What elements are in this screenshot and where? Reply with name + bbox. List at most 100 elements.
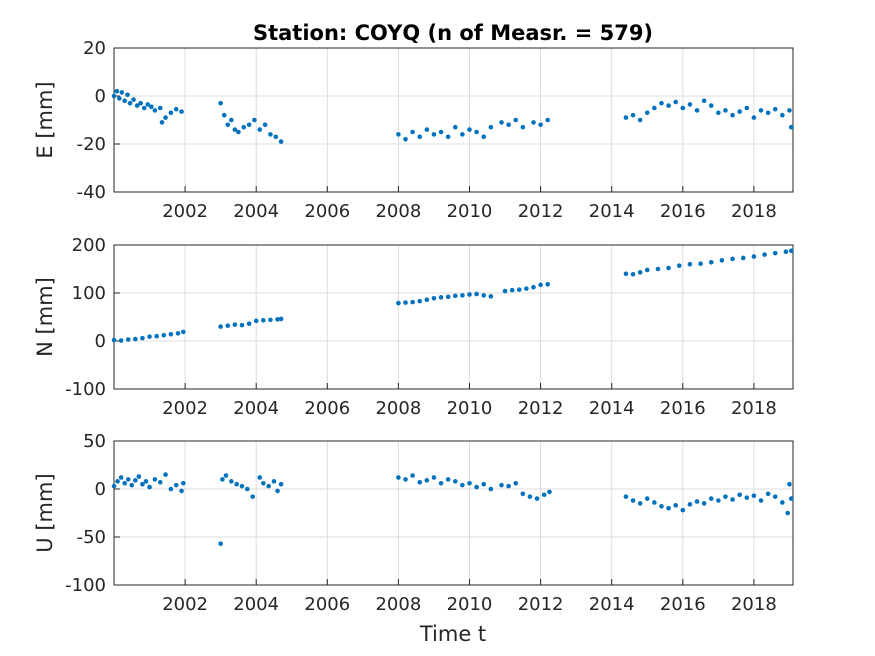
- north-data-point: [118, 338, 124, 343]
- up-data-point: [630, 498, 636, 503]
- up-data-point: [694, 499, 700, 504]
- up-data-point: [751, 493, 757, 499]
- east-data-point: [481, 134, 487, 140]
- up-data-point: [168, 486, 174, 492]
- up-data-point: [275, 488, 280, 494]
- up-data-point: [125, 477, 131, 482]
- east-data-point: [652, 105, 657, 111]
- up-data-point: [772, 494, 778, 499]
- up-data-point: [541, 492, 547, 498]
- up-data-point: [163, 472, 168, 477]
- up-data-point: [223, 473, 229, 478]
- up-x-tick-label: 2004: [233, 594, 279, 615]
- north-data-point: [275, 317, 280, 322]
- up-data-point: [758, 498, 764, 503]
- east-data-point: [659, 100, 664, 106]
- east-data-point: [538, 122, 543, 128]
- east-x-tick-label: 2010: [447, 201, 493, 222]
- panel-up: 2002 2004 2006 2008 2010 2012 2014 2016 2018 50 0 -…: [33, 431, 794, 615]
- east-y-tick-label: -20: [77, 134, 106, 155]
- east-data-point: [159, 120, 165, 125]
- up-data-point: [129, 482, 135, 488]
- east-data-point: [666, 103, 671, 108]
- up-data-point: [133, 478, 138, 483]
- north-data-point: [133, 336, 138, 342]
- up-data-point: [716, 498, 721, 503]
- up-data-point: [278, 481, 284, 487]
- north-data-point: [666, 265, 671, 271]
- north-x-tick-label: 2004: [233, 398, 279, 419]
- east-plot-area: [114, 48, 793, 192]
- north-data-point: [246, 321, 252, 327]
- up-data-point: [499, 482, 504, 488]
- up-plot-area: [114, 441, 793, 585]
- up-data-point: [179, 488, 184, 494]
- up-data-point: [659, 503, 664, 509]
- north-y-axis-label: N [mm]: [33, 277, 57, 357]
- east-data-point: [531, 120, 536, 125]
- north-plot-area: [114, 245, 793, 389]
- north-data-point: [417, 298, 423, 304]
- up-data-point: [257, 475, 263, 480]
- north-data-point: [261, 318, 266, 323]
- east-data-point: [772, 106, 778, 112]
- up-data-point: [785, 510, 790, 516]
- north-data-point: [516, 287, 522, 292]
- up-data-point: [460, 482, 465, 488]
- east-x-tick-label: 2014: [589, 201, 635, 222]
- up-data-point: [431, 475, 437, 480]
- east-data-point: [257, 127, 263, 132]
- up-data-point: [680, 507, 686, 513]
- north-data-point: [481, 293, 487, 298]
- east-x-tick-label: 2008: [375, 201, 421, 222]
- up-axes-box: [113, 440, 794, 586]
- up-x-tick-label: 2010: [447, 594, 493, 615]
- east-data-point: [499, 120, 504, 125]
- chart-title: Station: COYQ (n of Measr. = 579): [253, 21, 653, 45]
- east-data-point: [117, 96, 122, 101]
- up-data-point: [513, 480, 519, 486]
- east-x-tick-label: 2002: [162, 201, 208, 222]
- up-data-point: [403, 477, 408, 482]
- north-data-point: [403, 300, 408, 305]
- up-y-tick-label: -100: [65, 575, 106, 596]
- east-data-point: [474, 129, 479, 135]
- east-data-point: [273, 134, 279, 140]
- x-axis-label: Time t: [419, 622, 486, 646]
- east-data-point: [452, 124, 458, 130]
- north-data-point: [730, 256, 735, 262]
- north-x-tick-label: 2008: [375, 398, 421, 419]
- north-data-point: [175, 331, 181, 336]
- east-data-point: [716, 110, 721, 116]
- east-data-point: [173, 106, 179, 112]
- north-data-point: [410, 299, 415, 305]
- east-data-point: [630, 112, 636, 118]
- up-x-tick-label: 2018: [731, 594, 777, 615]
- east-data-point: [623, 115, 629, 120]
- north-data-point: [424, 297, 430, 303]
- up-data-point: [147, 484, 152, 490]
- east-data-point: [445, 134, 451, 140]
- up-data-point: [266, 483, 271, 489]
- up-data-point: [173, 482, 179, 488]
- north-data-point: [225, 323, 231, 328]
- up-data-point: [467, 480, 472, 486]
- north-x-tick-label: 2002: [162, 398, 208, 419]
- north-data-point: [762, 252, 767, 257]
- north-data-point: [445, 294, 451, 300]
- north-data-point: [474, 291, 479, 297]
- east-data-point: [758, 108, 764, 113]
- east-axes-box: [113, 47, 794, 193]
- north-x-tick-label: 2014: [589, 398, 635, 419]
- east-data-point: [431, 132, 437, 137]
- north-data-point: [637, 270, 643, 275]
- east-data-point: [788, 124, 794, 130]
- north-data-point: [232, 322, 238, 327]
- north-data-point: [140, 335, 145, 341]
- north-data-point: [772, 250, 778, 256]
- east-data-point: [127, 100, 133, 106]
- up-data-point: [788, 496, 794, 501]
- up-x-tick-label: 2012: [518, 594, 564, 615]
- east-data-point: [424, 127, 430, 132]
- north-data-point: [531, 284, 536, 290]
